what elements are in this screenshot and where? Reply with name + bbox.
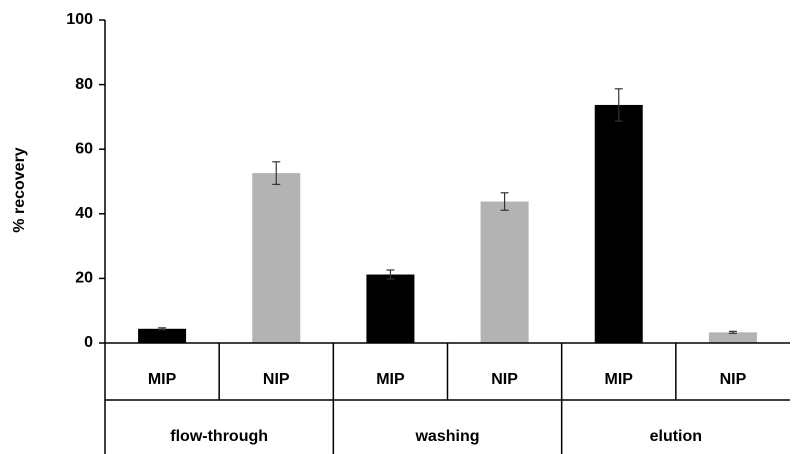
x-tick-label: MIP — [605, 371, 634, 388]
x-tick-label: NIP — [263, 371, 290, 388]
x-tick-label: NIP — [491, 371, 518, 388]
y-tick-label: 20 — [75, 270, 93, 287]
y-tick-label: 100 — [66, 11, 93, 28]
group-label: flow-through — [170, 428, 268, 445]
x-tick-label: MIP — [148, 371, 177, 388]
bar — [252, 173, 301, 343]
y-axis-label: % recovery — [11, 147, 28, 232]
y-tick-label: 0 — [84, 334, 93, 351]
bar — [366, 274, 415, 343]
y-tick-label: 80 — [75, 76, 93, 93]
bar — [480, 201, 529, 343]
bar — [138, 328, 187, 343]
x-tick-label: MIP — [376, 371, 405, 388]
bar — [594, 104, 643, 343]
group-label: washing — [414, 428, 479, 445]
y-tick-label: 60 — [75, 140, 93, 157]
x-tick-label: NIP — [720, 371, 747, 388]
group-label: elution — [650, 428, 702, 445]
bar — [708, 332, 757, 343]
y-tick-label: 40 — [75, 205, 93, 222]
